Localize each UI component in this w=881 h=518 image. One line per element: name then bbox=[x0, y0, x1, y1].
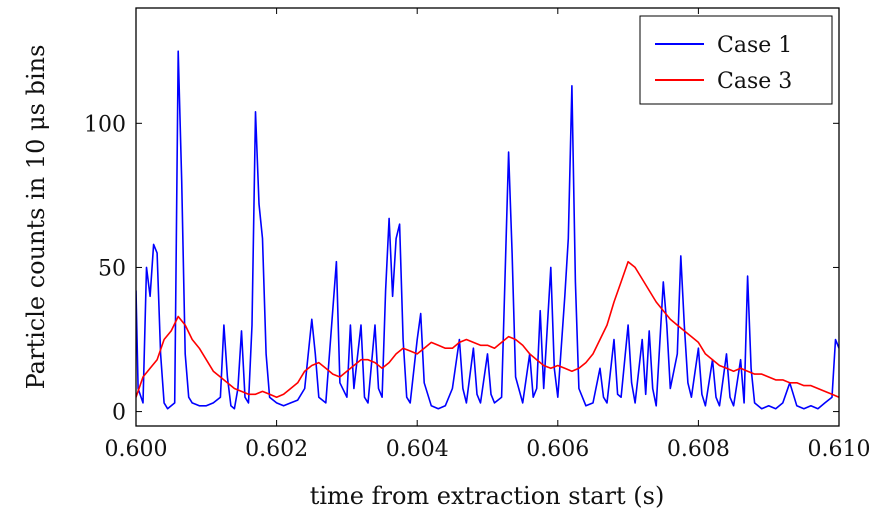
y-tick-label: 0 bbox=[112, 401, 126, 426]
x-tick-label: 0.610 bbox=[808, 437, 871, 462]
x-tick-label: 0.602 bbox=[245, 437, 308, 462]
y-tick-label: 50 bbox=[98, 256, 126, 281]
y-axis: 0 50 100 bbox=[84, 112, 839, 426]
x-axis: 0.600 0.602 0.604 0.606 0.608 0.610 bbox=[105, 8, 871, 462]
legend-box bbox=[639, 15, 833, 105]
y-tick-label: 100 bbox=[84, 112, 126, 137]
series-layer bbox=[136, 50, 839, 410]
x-tick-label: 0.604 bbox=[386, 437, 449, 462]
x-tick-label: 0.600 bbox=[105, 437, 168, 462]
x-axis-label: time from extraction start (s) bbox=[310, 482, 665, 510]
y-axis-label: Particle counts in 10 μs bins bbox=[22, 45, 50, 390]
series-line-case-3 bbox=[136, 260, 839, 399]
legend-label-case3: Case 3 bbox=[717, 69, 792, 94]
plot-frame bbox=[135, 7, 840, 427]
x-tick-label: 0.608 bbox=[667, 437, 730, 462]
series-line-case-1 bbox=[136, 50, 839, 410]
legend-label-case1: Case 1 bbox=[717, 33, 792, 58]
x-tick-label: 0.606 bbox=[526, 437, 589, 462]
legend: Case 1 Case 3 bbox=[639, 15, 833, 105]
